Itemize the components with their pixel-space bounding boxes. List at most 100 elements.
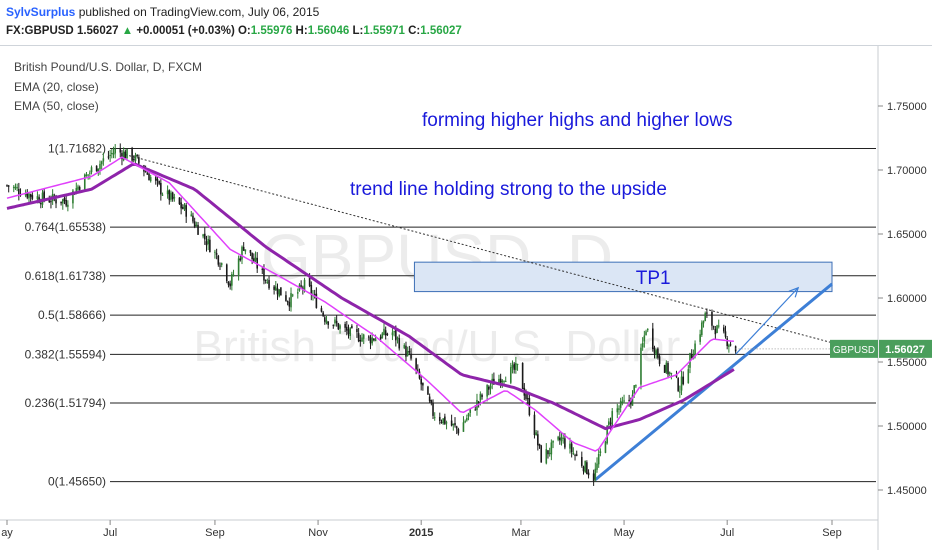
- candle-body: [173, 197, 176, 199]
- candle-body: [371, 337, 373, 344]
- candle-body: [391, 332, 394, 336]
- candle-body: [161, 194, 164, 196]
- candle-body: [325, 320, 328, 324]
- x-tick-label: Nov: [308, 527, 328, 539]
- candle-body: [276, 288, 279, 295]
- candle-body: [552, 440, 554, 443]
- y-tick-label: 1.50000: [887, 421, 927, 433]
- candle-body: [445, 422, 448, 424]
- candle-body: [513, 363, 515, 370]
- candle-body: [488, 386, 490, 390]
- candle-body: [99, 163, 101, 170]
- candle-body: [538, 444, 541, 446]
- close-value: 1.56027: [420, 25, 462, 37]
- candle-body: [78, 187, 81, 190]
- candle-body: [232, 274, 235, 276]
- candle-body: [724, 331, 727, 337]
- candle-body: [114, 148, 116, 154]
- y-tick-label: 1.60000: [887, 293, 927, 305]
- candle-body: [533, 414, 536, 436]
- last-price: 1.56027: [76, 25, 119, 37]
- candle-body: [313, 294, 316, 296]
- candle-body: [43, 191, 45, 200]
- arrow-shaft[interactable]: [735, 287, 799, 355]
- candle-body: [668, 372, 671, 374]
- symbol-label[interactable]: FX:GBPUSD: [6, 25, 74, 37]
- annotation-higher-highs[interactable]: forming higher highs and higher lows: [422, 110, 733, 131]
- candle-body: [641, 343, 644, 348]
- tp-box[interactable]: [413, 261, 833, 293]
- candle-body: [667, 362, 669, 375]
- time-axis[interactable]: ay Jul Sep Nov 2015 Mar May Jul Sep: [1, 520, 842, 539]
- dotted-resistance-line[interactable]: [125, 154, 877, 355]
- candle-body: [594, 468, 597, 480]
- fib-label: 0.764(1.65538): [25, 220, 106, 234]
- candle-body: [723, 327, 725, 332]
- y-tick-label: 1.65000: [887, 229, 927, 241]
- tp-label: TP1: [636, 268, 671, 289]
- candle-body: [361, 337, 363, 342]
- candle-body: [466, 417, 468, 421]
- candle-body: [55, 199, 57, 204]
- candle-body: [575, 454, 578, 456]
- candle-body: [526, 398, 529, 400]
- candle-body: [682, 376, 685, 385]
- candle-body: [373, 338, 375, 341]
- candle-body: [635, 385, 637, 387]
- author-link[interactable]: SylvSurplus: [6, 5, 76, 19]
- candle-body: [408, 351, 411, 353]
- candle-body: [75, 187, 78, 194]
- candle-body: [560, 437, 563, 442]
- candle-body: [12, 186, 15, 188]
- candle-body: [362, 334, 365, 339]
- candle-body: [288, 301, 291, 307]
- fib-label: 0.618(1.61738): [25, 269, 106, 283]
- candle-body: [268, 280, 270, 289]
- header-divider: [0, 45, 932, 46]
- candle-body: [621, 401, 624, 403]
- candle-body: [90, 167, 93, 173]
- candle-body: [548, 452, 551, 454]
- projection-arrow[interactable]: [735, 286, 800, 355]
- candle-body: [192, 215, 194, 222]
- candle-body: [690, 354, 693, 359]
- candle-body: [367, 336, 370, 338]
- candle-body: [171, 192, 174, 200]
- fib-label: 0(1.45650): [48, 475, 106, 489]
- candle-body: [302, 287, 304, 289]
- watermark-name: British Pound/U.S. Dollar: [194, 322, 681, 371]
- candle-body: [729, 344, 732, 346]
- candle-body: [138, 157, 140, 164]
- price-axis[interactable]: 1.75000 1.70000 1.65000 1.60000 1.55000 1.500…: [878, 101, 927, 497]
- high-value: 1.56046: [307, 25, 350, 37]
- y-tick-label: 1.70000: [887, 165, 927, 177]
- candle-body: [406, 351, 409, 356]
- candle-body: [339, 325, 341, 329]
- candle-body: [608, 421, 610, 426]
- candle-body: [154, 177, 157, 181]
- candle-body: [457, 429, 460, 434]
- annotation-trend-line[interactable]: trend line holding strong to the upside: [350, 179, 667, 200]
- candle-body: [349, 327, 351, 336]
- candle-body: [702, 320, 705, 324]
- candle-body: [559, 437, 561, 441]
- tp-zone[interactable]: TP1: [413, 261, 833, 293]
- candle-body: [203, 233, 206, 240]
- candle-body: [499, 378, 502, 384]
- candle-body: [675, 374, 678, 377]
- candle-body: [310, 284, 313, 295]
- candle-body: [160, 182, 162, 195]
- candle-body: [303, 279, 306, 291]
- price-change: +0.00051 (+0.03%): [136, 25, 235, 37]
- low-value: 1.55971: [363, 25, 405, 37]
- y-tick-label: 1.45000: [887, 485, 927, 497]
- price-chart[interactable]: GBPUSD, D British Pound/U.S. Dollar 1(1.…: [0, 46, 932, 550]
- candle-body: [121, 153, 123, 159]
- candle-body: [134, 155, 137, 161]
- candle-body: [122, 151, 125, 161]
- legend-ema50: EMA (50, close): [14, 99, 99, 113]
- y-tick-label: 1.75000: [887, 101, 927, 113]
- candle-body: [337, 323, 340, 330]
- candle-body: [417, 369, 419, 371]
- candle-body: [315, 293, 318, 308]
